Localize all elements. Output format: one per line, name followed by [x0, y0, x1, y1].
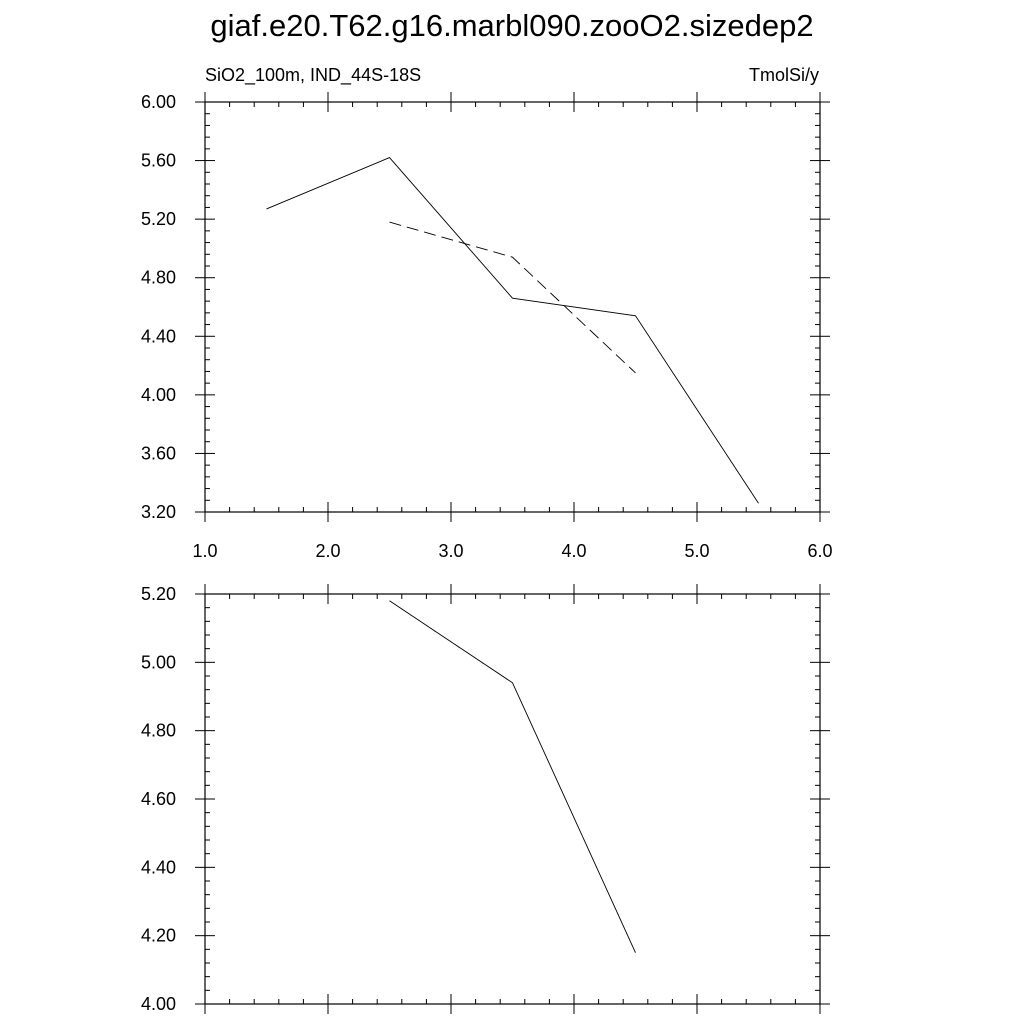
series-line-dashed [389, 221, 636, 374]
y-tick-label: 5.20 [141, 209, 176, 229]
y-tick-label: 6.00 [141, 92, 176, 112]
x-tick-label: 3.0 [438, 541, 463, 561]
y-tick-label: 3.20 [141, 502, 176, 522]
y-tick-label: 5.00 [141, 652, 176, 672]
y-tick-label: 4.80 [141, 721, 176, 741]
x-tick-label: 2.0 [315, 541, 340, 561]
x-tick-label: 1.0 [192, 541, 217, 561]
y-tick-label: 5.20 [141, 584, 176, 604]
y-tick-label: 5.60 [141, 151, 176, 171]
y-tick-label: 4.80 [141, 268, 176, 288]
chart-left-subtitle: SiO2_100m, IND_44S-18S [205, 65, 422, 85]
y-tick-label: 4.00 [141, 994, 176, 1014]
y-tick-label: 4.20 [141, 926, 176, 946]
chart-units-label: TmolSi/y [748, 65, 819, 85]
x-tick-label: 5.0 [684, 541, 709, 561]
y-tick-label: 4.40 [141, 326, 176, 346]
y-tick-label: 4.60 [141, 789, 176, 809]
y-tick-label: 3.60 [141, 443, 176, 463]
plot-frame [204, 593, 821, 1005]
x-tick-label: 6.0 [807, 541, 832, 561]
x-tick-label: 4.0 [561, 541, 586, 561]
y-tick-label: 4.00 [141, 385, 176, 405]
y-tick-label: 4.40 [141, 857, 176, 877]
series-line-solid [389, 600, 636, 953]
page-title: giaf.e20.T62.g16.marbl090.zooO2.sizedep2 [210, 8, 814, 43]
plot-frame [204, 101, 821, 513]
series-line-solid [266, 157, 759, 504]
